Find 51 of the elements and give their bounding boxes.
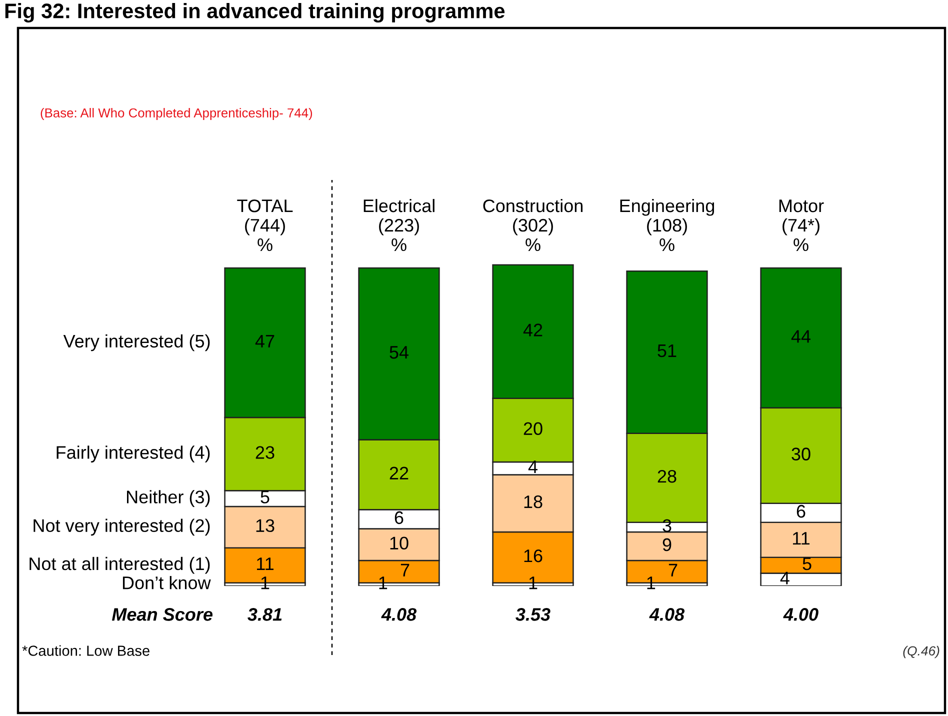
text: 4.08 (381, 608, 417, 621)
text: 3.53 (516, 608, 550, 621)
data-label: 6 (796, 504, 806, 518)
data-label: 5 (260, 490, 270, 504)
data-label: 22 (390, 466, 408, 480)
data-label: 18 (524, 495, 542, 508)
data-label: 1 (379, 576, 388, 590)
data-label: 1 (647, 576, 656, 590)
series-label: Don’t know (122, 576, 211, 590)
data-label: 10 (390, 536, 408, 550)
data-label: 9 (662, 538, 672, 552)
data-label: 44 (791, 330, 811, 343)
text: 4.08 (649, 608, 685, 621)
x-tick-label: Engineering (108) % (620, 198, 714, 252)
series-label: Very interested (5) (63, 334, 210, 352)
data-label: 54 (390, 346, 409, 359)
chart-subtitle: (Base: All Who Completed Apprenticeship- 744) (40, 108, 312, 120)
data-label: 7 (668, 564, 678, 576)
data-label: 42 (523, 324, 542, 336)
data-label: 30 (792, 448, 810, 460)
data-label: 13 (256, 519, 274, 532)
data-label: 4 (528, 460, 538, 474)
data-label: 1 (261, 576, 270, 590)
text: Mean Score (112, 608, 212, 621)
data-label: 11 (257, 558, 274, 570)
data-label: 7 (400, 564, 410, 576)
data-label: 28 (658, 470, 676, 483)
x-tick-label: Construction (302) % (483, 198, 583, 252)
series-label: Neither (3) (127, 490, 210, 507)
data-label: 6 (394, 511, 404, 524)
text: 4.00 (783, 608, 818, 621)
x-tick-label: TOTAL (744) % (237, 199, 293, 252)
x-tick-label: Electrical (223) % (364, 198, 434, 252)
text: *Caution: Low Base (22, 645, 150, 656)
data-label: 11 (793, 532, 810, 545)
series-label: Not very interested (2) (34, 518, 210, 536)
data-label: 3 (662, 519, 672, 532)
text: (Q.46) (903, 646, 940, 658)
data-label: 20 (524, 422, 542, 436)
data-label: 16 (524, 549, 542, 562)
x-tick-label: Motor (74*) % (779, 200, 824, 252)
text: 3.81 (248, 608, 282, 621)
data-label: 47 (255, 334, 274, 348)
series-label: Fairly interested (4) (56, 446, 210, 462)
data-label: 4 (780, 572, 790, 584)
chart-title: Fig 32: Interested in advanced training programme (5, 3, 505, 23)
data-label: 51 (658, 344, 676, 358)
data-label: 1 (529, 576, 538, 590)
series-label: Not at all interested (1) (30, 556, 210, 574)
data-label: 23 (256, 446, 274, 459)
data-label: 5 (802, 558, 812, 570)
